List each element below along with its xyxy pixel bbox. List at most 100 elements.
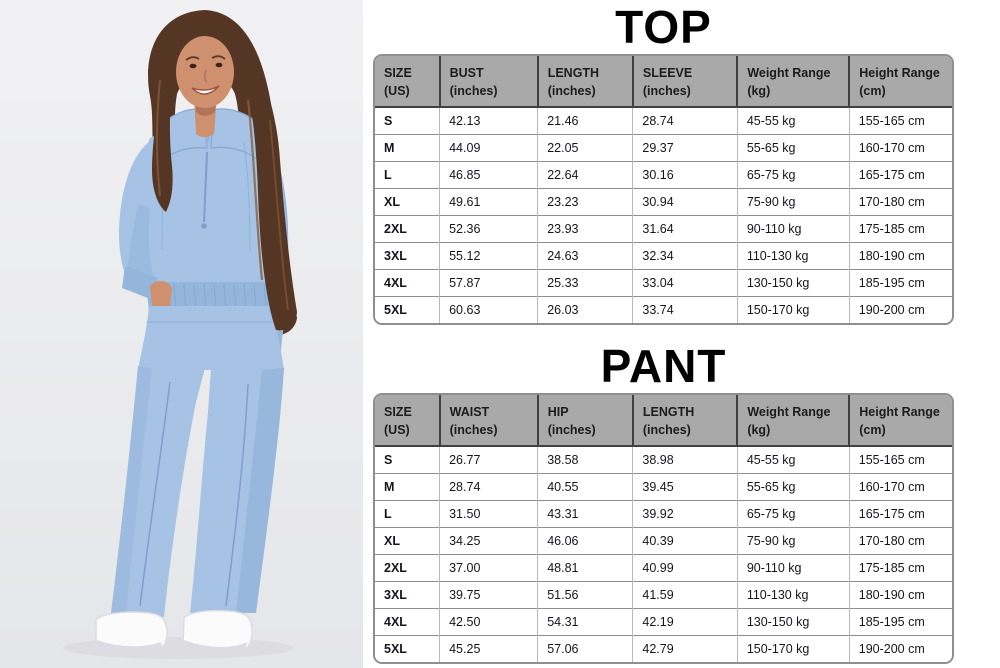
column-header: SIZE (US) <box>375 56 441 108</box>
top-section-title: TOP <box>615 1 712 53</box>
table-cell: 33.04 <box>632 269 738 297</box>
model-hand-in-pocket <box>150 280 172 310</box>
table-cell: 22.05 <box>537 134 634 162</box>
table-cell: 48.81 <box>537 554 634 582</box>
column-header: SLEEVE (inches) <box>632 56 739 108</box>
table-cell: 60.63 <box>439 296 539 323</box>
table-cell: 40.55 <box>537 473 634 501</box>
table-row: 3XL 39.75 51.56 41.59 110-130 kg 180-190 cm <box>375 581 952 609</box>
table-row: 4XL 57.87 25.33 33.04 130-150 kg 185-195 cm <box>375 269 952 297</box>
table-cell: 185-195 cm <box>849 269 952 297</box>
table-cell: XL <box>375 527 441 555</box>
table-cell: 22.64 <box>537 161 634 189</box>
table-row: L 31.50 43.31 39.92 65-75 kg 165-175 cm <box>375 500 952 528</box>
table-cell: 37.00 <box>439 554 539 582</box>
table-cell: 23.93 <box>537 215 634 243</box>
table-row: L 46.85 22.64 30.16 65-75 kg 165-175 cm <box>375 161 952 189</box>
table-row: S 42.13 21.46 28.74 45-55 kg 155-165 cm <box>375 107 952 135</box>
table-cell: 180-190 cm <box>849 242 952 270</box>
table-cell: 155-165 cm <box>849 446 952 474</box>
table-cell: 32.34 <box>632 242 738 270</box>
column-header: SIZE (US) <box>375 395 441 447</box>
table-cell: 180-190 cm <box>849 581 952 609</box>
table-cell: 28.74 <box>439 473 539 501</box>
table-row: 2XL 52.36 23.93 31.64 90-110 kg 175-185 cm <box>375 215 952 243</box>
pant-section-title: PANT <box>600 340 727 392</box>
table-cell: M <box>375 134 441 162</box>
table-cell: 39.45 <box>632 473 738 501</box>
table-row: S 26.77 38.58 38.98 45-55 kg 155-165 cm <box>375 446 952 474</box>
table-cell: 30.16 <box>632 161 738 189</box>
table-cell: M <box>375 473 441 501</box>
table-row: XL 49.61 23.23 30.94 75-90 kg 170-180 cm <box>375 188 952 216</box>
column-header: LENGTH (inches) <box>632 395 739 447</box>
table-cell: 46.85 <box>439 161 539 189</box>
table-row: 4XL 42.50 54.31 42.19 130-150 kg 185-195 cm <box>375 608 952 636</box>
table-cell: 3XL <box>375 581 441 609</box>
table-cell: 130-150 kg <box>737 269 850 297</box>
table-cell: 49.61 <box>439 188 539 216</box>
table-cell: 55-65 kg <box>737 473 850 501</box>
table-cell: 26.77 <box>439 446 539 474</box>
table-cell: 185-195 cm <box>849 608 952 636</box>
table-cell: XL <box>375 188 441 216</box>
column-header: HIP (inches) <box>537 395 634 447</box>
table-cell: 34.25 <box>439 527 539 555</box>
table-cell: 54.31 <box>537 608 634 636</box>
header-row: SIZE (US) WAIST (inches) HIP (inches) LENGTH (i… <box>375 395 952 447</box>
table-cell: 39.92 <box>632 500 738 528</box>
table-row: M 44.09 22.05 29.37 55-65 kg 160-170 cm <box>375 134 952 162</box>
table-cell: 150-170 kg <box>737 296 850 323</box>
table-cell: 31.64 <box>632 215 738 243</box>
table-cell: 2XL <box>375 554 441 582</box>
pant-size-table: SIZE (US) WAIST (inches) HIP (inches) LENGTH (i… <box>375 395 952 662</box>
size-chart-content: TOP SIZE (US) BUST (inches) LENGTH (inches) SL… <box>373 0 954 664</box>
table-cell: 165-175 cm <box>849 500 952 528</box>
table-cell: 21.46 <box>537 107 634 135</box>
table-cell: 38.58 <box>537 446 634 474</box>
table-cell: 43.31 <box>537 500 634 528</box>
column-header: WAIST (inches) <box>439 395 539 447</box>
table-cell: 42.79 <box>632 635 738 662</box>
table-cell: 33.74 <box>632 296 738 323</box>
table-cell: S <box>375 446 441 474</box>
table-row: 5XL 45.25 57.06 42.79 150-170 kg 190-200 cm <box>375 635 952 662</box>
table-row: 5XL 60.63 26.03 33.74 150-170 kg 190-200 cm <box>375 296 952 323</box>
table-cell: 57.87 <box>439 269 539 297</box>
table-cell: 45-55 kg <box>737 446 850 474</box>
table-cell: 170-180 cm <box>849 188 952 216</box>
table-cell: 150-170 kg <box>737 635 850 662</box>
table-cell: 190-200 cm <box>849 296 952 323</box>
table-cell: S <box>375 107 441 135</box>
table-cell: 41.59 <box>632 581 738 609</box>
table-cell: 160-170 cm <box>849 134 952 162</box>
model-shoes <box>95 609 253 654</box>
column-header: Height Range (cm) <box>849 395 952 447</box>
table-cell: 65-75 kg <box>737 161 850 189</box>
product-photo-panel <box>0 0 363 668</box>
table-cell: 44.09 <box>439 134 539 162</box>
model-hair-front <box>152 32 297 331</box>
table-cell: 110-130 kg <box>737 581 850 609</box>
header-row: SIZE (US) BUST (inches) LENGTH (inches) SLEEVE… <box>375 56 952 108</box>
table-row: 3XL 55.12 24.63 32.34 110-130 kg 180-190 cm <box>375 242 952 270</box>
table-cell: 24.63 <box>537 242 634 270</box>
table-cell: 175-185 cm <box>849 215 952 243</box>
table-cell: 55.12 <box>439 242 539 270</box>
table-cell: 57.06 <box>537 635 634 662</box>
table-cell: 38.98 <box>632 446 738 474</box>
table-cell: 3XL <box>375 242 441 270</box>
table-cell: 2XL <box>375 215 441 243</box>
table-row: XL 34.25 46.06 40.39 75-90 kg 170-180 cm <box>375 527 952 555</box>
table-cell: 51.56 <box>537 581 634 609</box>
table-cell: L <box>375 161 441 189</box>
table-cell: 4XL <box>375 608 441 636</box>
table-cell: 45-55 kg <box>737 107 850 135</box>
column-header: LENGTH (inches) <box>537 56 634 108</box>
table-cell: 42.13 <box>439 107 539 135</box>
table-cell: 160-170 cm <box>849 473 952 501</box>
table-cell: 65-75 kg <box>737 500 850 528</box>
table-cell: 55-65 kg <box>737 134 850 162</box>
table-cell: 28.74 <box>632 107 738 135</box>
table-cell: 26.03 <box>537 296 634 323</box>
